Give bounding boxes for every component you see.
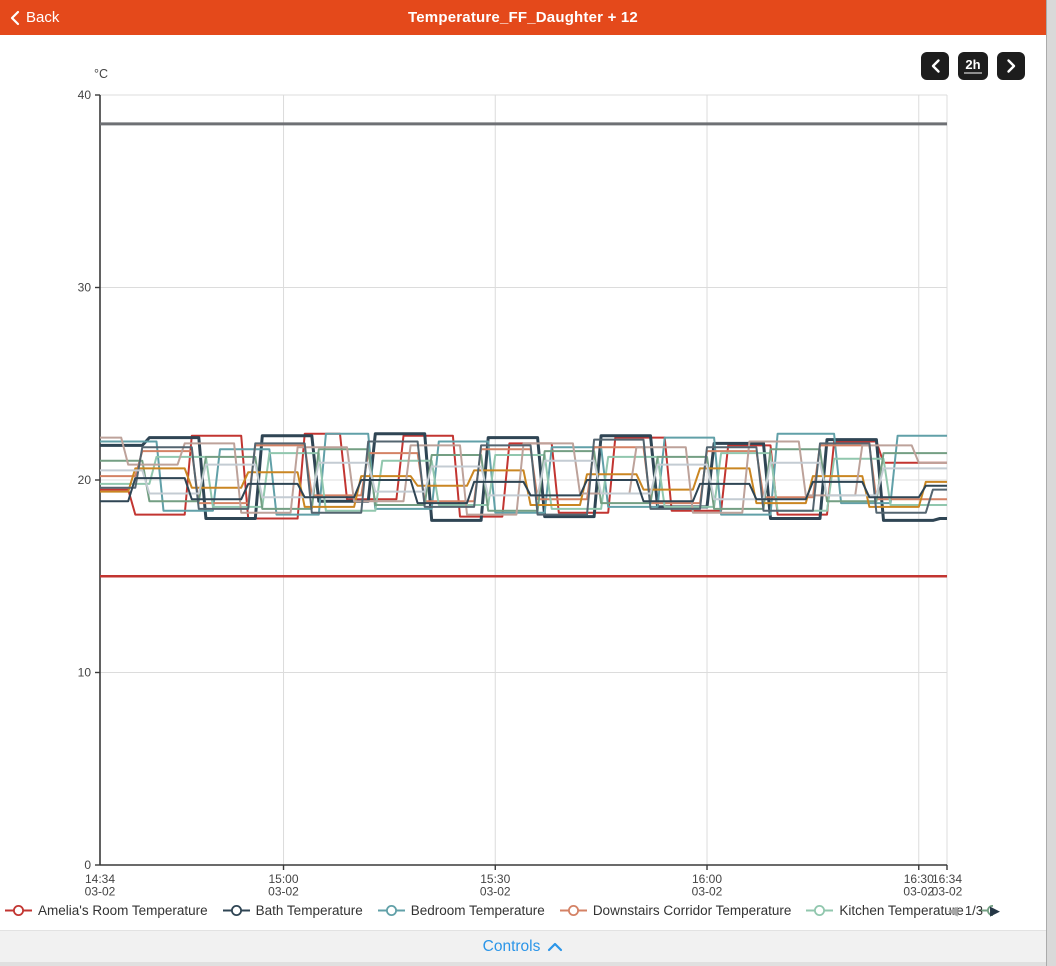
legend-line-marker-icon [222, 905, 250, 916]
chevron-right-icon [1006, 59, 1015, 73]
series-line-8 [100, 436, 947, 516]
x-axis-date-label: 03-02 [903, 885, 934, 899]
prev-period-button[interactable] [921, 52, 949, 80]
x-axis-date-label: 03-02 [480, 885, 511, 899]
y-axis-label: 20 [78, 473, 92, 487]
legend-item-list: Amelia's Room Temperature Bath Temperatur… [0, 903, 993, 918]
chart-legend: Amelia's Room Temperature Bath Temperatur… [0, 898, 1046, 923]
back-label: Back [26, 9, 60, 26]
legend-item-label: Bath Temperature [255, 903, 363, 918]
legend-item[interactable]: Bedroom Temperature [377, 903, 545, 918]
series-line-6 [100, 448, 947, 512]
controls-label: Controls [482, 937, 541, 955]
legend-item-label: Amelia's Room Temperature [38, 903, 208, 918]
series-line-13 [100, 477, 947, 505]
x-axis-time-label: 15:30 [480, 872, 510, 886]
x-axis-time-label: 16:34 [932, 872, 962, 886]
series-line-3 [100, 432, 947, 516]
legend-item[interactable]: Kitchen Temperature [806, 903, 964, 918]
back-button[interactable]: Back [10, 0, 59, 35]
legend-item[interactable]: Bath Temperature [222, 903, 363, 918]
series-line-7 [100, 467, 947, 508]
x-axis-time-label: 15:00 [269, 872, 299, 886]
legend-page-indicator: 1/3 [964, 903, 983, 918]
y-axis-unit-label: °C [94, 67, 108, 81]
chevron-up-icon [548, 942, 563, 951]
legend-item-label: Bedroom Temperature [410, 903, 545, 918]
y-axis-label: 0 [84, 858, 91, 872]
page-title: Temperature_FF_Daughter + 12 [408, 9, 638, 26]
x-axis-date-label: 03-02 [268, 885, 299, 899]
legend-line-marker-icon [377, 905, 405, 916]
time-range-button[interactable]: 2h [958, 52, 988, 80]
time-range-label: 2h [964, 57, 982, 74]
y-axis-label: 10 [78, 666, 92, 680]
legend-next-page-icon[interactable]: ▶ [990, 902, 1000, 918]
legend-item-label: Downstairs Corridor Temperature [592, 903, 792, 918]
legend-item-label: Kitchen Temperature [839, 903, 964, 918]
scrollbar-track[interactable] [1046, 0, 1056, 966]
legend-item[interactable]: Downstairs Corridor Temperature [559, 903, 792, 918]
legend-line-marker-icon [559, 905, 587, 916]
x-axis-date-label: 03-02 [85, 885, 116, 899]
legend-pagination: ◀ 1/3 ▶ [948, 898, 1000, 923]
chart-toolbar: 2h [921, 52, 1025, 80]
app-header: Back Temperature_FF_Daughter + 12 [0, 0, 1046, 35]
x-axis-date-label: 03-02 [692, 885, 723, 899]
series-line-11 [100, 459, 947, 501]
legend-item[interactable]: Living Room Temperature [978, 903, 993, 918]
next-period-button[interactable] [997, 52, 1025, 80]
x-axis-time-label: 16:30 [904, 872, 934, 886]
series-line-10 [100, 438, 947, 516]
controls-toggle[interactable]: Controls [0, 930, 1046, 966]
chevron-left-icon [931, 59, 940, 73]
x-axis-date-label: 03-02 [932, 885, 963, 899]
y-axis-label: 30 [78, 281, 92, 295]
legend-item[interactable]: Amelia's Room Temperature [5, 903, 208, 918]
x-axis-time-label: 14:34 [85, 872, 115, 886]
legend-line-marker-icon [978, 905, 993, 916]
y-axis-label: 40 [78, 88, 92, 102]
legend-prev-page-icon[interactable]: ◀ [947, 902, 958, 918]
chevron-left-icon [10, 10, 20, 25]
legend-line-marker-icon [806, 905, 834, 916]
x-axis-time-label: 16:00 [692, 872, 722, 886]
legend-line-marker-icon [5, 905, 32, 916]
